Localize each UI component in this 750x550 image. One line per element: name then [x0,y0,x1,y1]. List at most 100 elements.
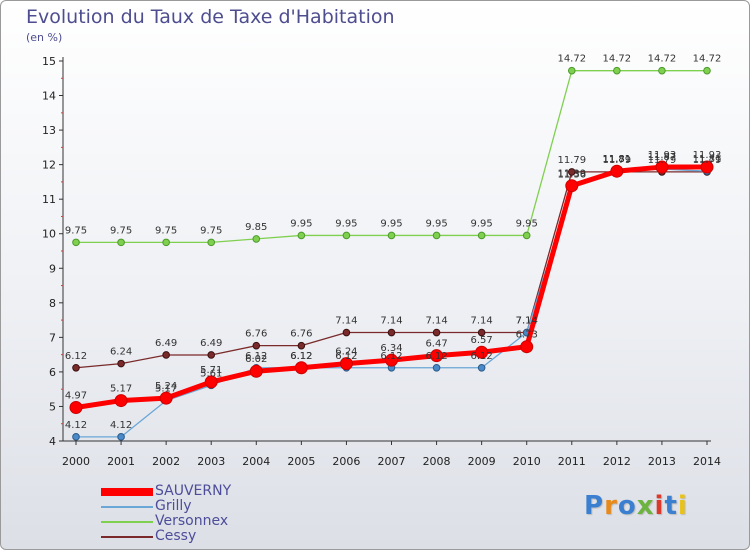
point-versonnex [703,66,711,75]
point-versonnex [567,66,576,75]
series-layer [69,66,714,441]
x-tick-label: 2012 [603,455,631,468]
data-labels: 9.75 9.75 9.75 9.75 9.85 9.95 9.95 9.95 9.95 9.95… [65,54,721,431]
y-tick-label: 5 [49,400,56,413]
x-tick-label: 2011 [558,455,586,468]
y-tick-label: 7 [49,331,56,344]
data-label-grilly: 6.12 [290,351,312,362]
point-grilly [432,363,441,372]
point-cessy [432,328,441,337]
point-versonnex [72,238,80,247]
data-label-grilly: 5.17 [155,384,177,395]
point-cessy [72,363,80,372]
x-tick-label: 2006 [332,455,360,468]
data-label-versonnex: 9.75 [200,225,222,236]
data-label-versonnex: 14.72 [603,54,632,65]
legend-label-grilly: Grilly [155,498,192,514]
data-label-versonnex: 9.95 [380,218,402,229]
point-sauverny [520,340,534,354]
point-cessy [342,328,351,337]
point-versonnex [207,238,216,247]
data-label-versonnex: 9.95 [290,218,312,229]
data-label-cessy: 6.76 [290,329,312,340]
data-label-cessy: 7.14 [335,316,357,327]
legend-label-versonnex: Versonnex [155,513,229,529]
data-label-sauverny: 11.93 [648,150,677,161]
data-label-sauverny: 6.02 [245,354,267,365]
data-label-grilly: 6.12 [335,351,357,362]
legend-label-cessy: Cessy [155,528,197,544]
point-sauverny [339,357,353,371]
point-cessy [297,341,306,350]
point-sauverny [204,375,218,389]
point-versonnex [117,238,125,247]
x-tick-label: 2001 [107,455,135,468]
point-versonnex [387,231,396,240]
x-tick-label: 2002 [152,455,180,468]
point-grilly [72,433,80,441]
data-label-grilly: 7.14 [516,316,538,327]
y-tick-label: 11 [42,193,56,206]
point-grilly [477,363,486,372]
data-label-sauverny: 6.73 [516,330,538,341]
data-label-versonnex: 9.75 [155,225,177,236]
legend-swatch-grilly [101,506,153,508]
data-label-cessy: 7.14 [425,316,447,327]
data-label-sauverny: 11.81 [603,154,632,165]
point-versonnex [162,238,170,247]
chart-subtitle: (en %) [26,31,63,44]
data-label-versonnex: 9.95 [471,218,493,229]
legend-swatch-cessy [101,536,153,538]
data-label-sauverny: 11.39 [557,169,586,180]
point-cessy [387,328,396,337]
data-label-cessy: 6.24 [110,347,132,358]
data-label-grilly: 6.12 [380,351,402,362]
data-label-versonnex: 14.72 [693,54,722,65]
point-versonnex [342,231,351,240]
point-sauverny [655,160,669,174]
y-tick-label: 12 [42,159,56,172]
data-label-grilly: 5.61 [200,368,222,379]
y-tick-label: 9 [49,262,56,275]
point-versonnex [658,66,666,75]
data-label-versonnex: 9.85 [245,222,267,233]
data-label-versonnex: 14.72 [557,54,586,65]
point-sauverny [294,361,308,375]
point-sauverny [159,391,173,405]
data-label-versonnex: 9.95 [425,218,447,229]
data-label-versonnex: 9.75 [65,225,87,236]
chart-title: Evolution du Taux de Taxe d'Habitation [26,6,395,28]
y-tick-label: 8 [49,297,56,310]
point-cessy [117,359,125,368]
point-cessy [162,351,170,359]
x-tick-label: 2004 [242,455,270,468]
y-tick-label: 15 [42,55,56,68]
axes: 4 5 6 7 8 9 10 11 12 13 14 15 2000 2001 2002 2003 2004 20… [42,55,721,468]
data-label-grilly: 6.12 [471,351,493,362]
point-cessy [252,341,261,350]
data-label-versonnex: 14.72 [648,54,677,65]
data-label-cessy: 7.14 [516,316,538,327]
point-sauverny [69,400,83,414]
x-tick-label: 2014 [693,455,721,468]
data-label-grilly: 11.81 [693,154,722,165]
legend-label-sauverny: SAUVERNY [155,483,232,499]
data-label-cessy: 6.12 [65,351,87,362]
data-label-grilly: 11.81 [603,154,632,165]
point-sauverny [249,364,263,378]
y-tick-label: 14 [42,90,56,103]
point-versonnex [432,231,441,240]
point-cessy [477,328,486,337]
point-versonnex [522,231,531,240]
x-tick-label: 2003 [197,455,225,468]
data-label-grilly: 4.12 [110,420,132,431]
data-label-cessy: 7.14 [380,316,402,327]
x-tick-label: 2013 [648,455,676,468]
data-label-grilly: 11.36 [557,170,586,181]
point-versonnex [613,66,621,75]
data-label-sauverny: 6.47 [425,339,447,350]
data-label-cessy: 11.79 [557,155,586,166]
point-sauverny [430,349,444,363]
x-tick-label: 2009 [468,455,496,468]
